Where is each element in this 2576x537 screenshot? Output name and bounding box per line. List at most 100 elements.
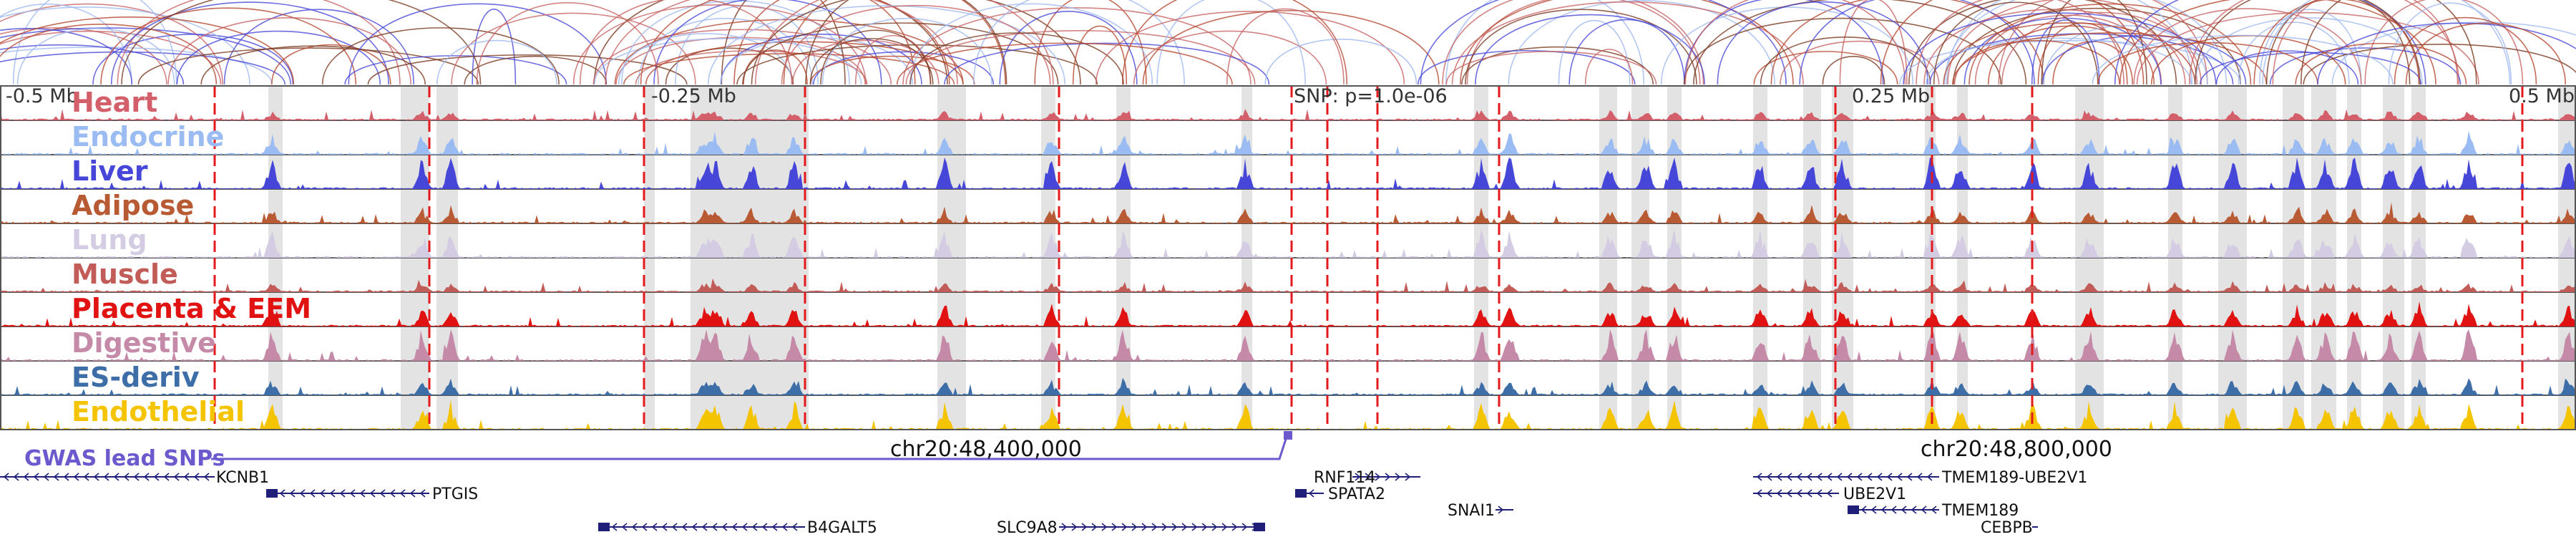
loop-arc <box>2136 11 2479 85</box>
strand-arrow <box>1911 505 1917 514</box>
loop-arc <box>0 16 295 85</box>
strand-arrow <box>791 523 798 531</box>
strand-arrow <box>1365 473 1371 481</box>
strand-arrow <box>731 523 738 531</box>
loop-arc <box>436 39 557 85</box>
strand-arrow <box>1846 473 1853 481</box>
strand-arrow <box>1071 523 1078 531</box>
loop-arc <box>1753 51 1898 85</box>
gwas-lead-snp-connector <box>211 432 1289 460</box>
loop-arc <box>805 0 1008 85</box>
strand-arrow <box>1796 473 1802 481</box>
strand-arrow <box>163 473 170 481</box>
loop-arc <box>944 42 1270 85</box>
strand-arrow <box>761 523 768 531</box>
strand-arrow <box>781 523 788 531</box>
strand-arrow <box>1786 473 1792 481</box>
loop-arc <box>1466 0 1701 85</box>
track-label: Placenta & EEM <box>72 293 311 324</box>
loop-arc <box>1226 8 1345 85</box>
strand-arrow <box>93 473 99 481</box>
signal-area <box>0 278 2576 292</box>
gene-label: SPATA2 <box>1328 485 1385 503</box>
loop-arc <box>0 23 218 85</box>
chromatin-loop-arcs <box>0 0 2576 85</box>
loop-arc <box>2253 0 2420 85</box>
strand-arrow <box>1921 505 1927 514</box>
loop-arc <box>572 4 867 85</box>
loop-arc <box>1717 1 1928 85</box>
loop-arc <box>464 55 607 85</box>
loop-arc <box>271 44 391 85</box>
coordinate-left: chr20:48,400,000 <box>890 437 1082 462</box>
strand-arrow <box>1231 523 1238 531</box>
strand-arrow <box>409 489 416 498</box>
strand-arrow <box>1786 489 1792 498</box>
strand-arrow <box>721 523 728 531</box>
loop-arc <box>1451 1 1804 85</box>
track-0 <box>0 108 2576 121</box>
strand-arrow <box>1836 473 1843 481</box>
loop-arc <box>0 47 273 85</box>
strand-arrow <box>611 523 618 531</box>
strand-arrow <box>1826 473 1833 481</box>
strand-arrow <box>691 523 698 531</box>
strand-arrow <box>631 523 638 531</box>
gene-label: CEBPB <box>1981 519 2033 537</box>
loop-arc <box>2301 0 2477 85</box>
strand-arrow <box>359 489 366 498</box>
loop-arc <box>1121 0 1348 85</box>
strand-arrow <box>1141 523 1148 531</box>
loop-arc <box>896 42 1233 85</box>
strand-arrow <box>671 523 678 531</box>
loop-arc <box>2238 21 2350 85</box>
strand-arrow <box>1890 505 1897 514</box>
strand-arrow <box>1091 523 1098 531</box>
strand-arrow <box>1111 523 1118 531</box>
strand-arrow <box>203 473 210 481</box>
strand-arrow <box>309 489 316 498</box>
track-label: Lung <box>72 224 147 256</box>
strand-arrow <box>113 473 119 481</box>
loop-arc <box>1133 30 1327 85</box>
gene-exon <box>1254 523 1265 531</box>
loop-arc <box>1445 0 1644 85</box>
strand-arrow <box>1916 473 1923 481</box>
strand-arrow <box>1826 489 1833 498</box>
strand-arrow <box>701 523 708 531</box>
gene: B4GALT5 <box>598 519 877 537</box>
gene-label: SNAI1 <box>1448 502 1495 520</box>
strand-arrow <box>1806 473 1813 481</box>
strand-arrow <box>1866 473 1873 481</box>
loop-arc <box>2331 21 2576 85</box>
loop-arc <box>223 9 414 85</box>
loop-arc <box>1418 50 1636 85</box>
track-label: Muscle <box>72 258 178 290</box>
strand-arrow <box>661 523 668 531</box>
strand-arrow <box>1906 473 1913 481</box>
strand-arrow <box>1355 473 1361 481</box>
strand-arrow <box>1211 523 1218 531</box>
loop-arc <box>1916 0 2124 85</box>
strand-arrow <box>3 473 9 481</box>
loop-arc <box>2265 0 2411 85</box>
loop-arc <box>1944 0 2228 85</box>
loop-arc <box>781 4 1051 85</box>
strand-arrow <box>1081 523 1088 531</box>
strand-arrow <box>369 489 376 498</box>
strand-arrow <box>1796 489 1802 498</box>
gene: CEBPB <box>1981 519 2038 537</box>
strand-arrow <box>1901 505 1907 514</box>
loop-arc <box>200 45 426 85</box>
loop-arc <box>2041 34 2247 85</box>
loop-arc <box>110 1 389 85</box>
strand-arrow <box>741 523 748 531</box>
strand-arrow <box>123 473 130 481</box>
strand-arrow <box>621 523 628 531</box>
loop-arc <box>1998 0 2208 85</box>
loop-arc <box>0 6 250 85</box>
loop-arc <box>2097 42 2318 85</box>
strand-arrow <box>1756 473 1762 481</box>
gene-exon <box>266 489 278 498</box>
loop-arc <box>2092 34 2394 85</box>
